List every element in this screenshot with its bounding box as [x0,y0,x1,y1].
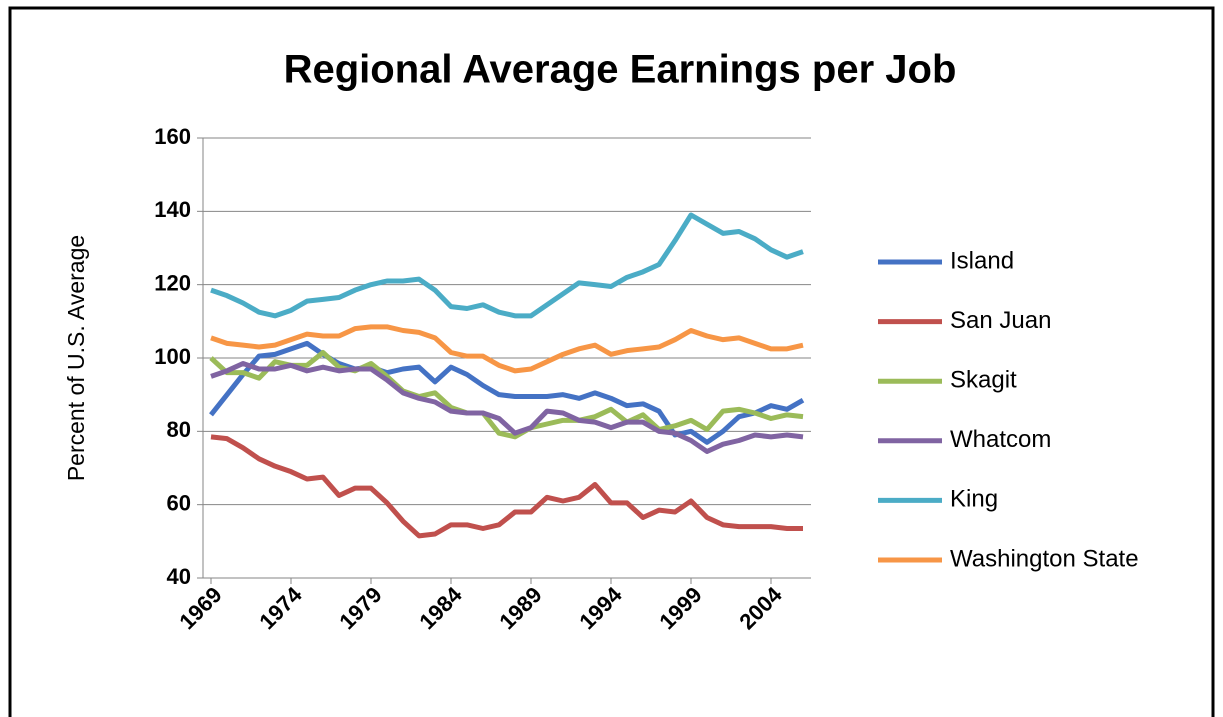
legend-label: Washington State [950,545,1139,572]
legend-label: King [950,486,998,513]
y-axis-label: Percent of U.S. Average [63,235,89,481]
series-line [210,324,804,374]
y-tick-label: 160 [154,124,191,149]
legend-label: Skagit [950,367,1017,394]
series-line [210,434,803,539]
chart-frame [8,6,1215,717]
y-tick-label: 140 [154,197,191,222]
y-tick-label: 40 [167,564,191,589]
y-tick-label: 80 [167,417,191,442]
legend-label: San Juan [950,307,1051,334]
series-line [210,361,804,454]
series-line [209,340,805,445]
y-tick-label: 120 [154,270,191,295]
y-tick-label: 60 [167,490,191,515]
legend-label: Whatcom [950,426,1051,453]
series-line [209,350,804,440]
y-tick-label: 100 [154,344,191,369]
legend-label: Island [950,247,1014,274]
chart-title: Regional Average Earnings per Job [284,48,957,92]
series-line [210,212,804,319]
